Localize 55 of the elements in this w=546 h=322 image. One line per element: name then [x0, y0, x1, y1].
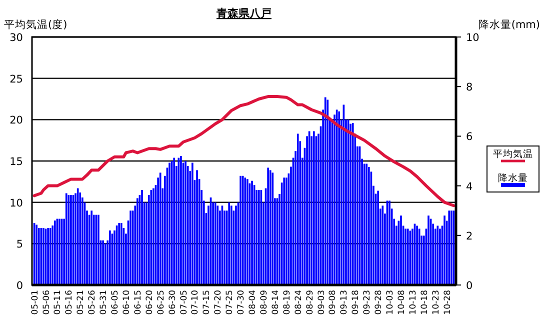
x-tick-label: 08-19 [282, 290, 292, 315]
x-tick-label: 05-16 [64, 290, 75, 315]
x-tick-label: 07-05 [179, 290, 190, 315]
x-tick-label: 05-31 [99, 290, 110, 315]
x-tick-label: 09-23 [362, 290, 373, 315]
x-tick-label: 09-13 [340, 290, 350, 315]
x-tick-label: 05-06 [42, 290, 52, 315]
x-tick-label: 07-30 [236, 290, 247, 315]
x-tick-label: 09-08 [328, 290, 338, 315]
x-tick-label: 08-14 [270, 290, 281, 315]
x-tick-label: 10-03 [386, 290, 396, 315]
x-tick-label: 08-04 [248, 290, 258, 315]
x-tick-label: 05-11 [53, 290, 64, 315]
x-tick-label: 07-25 [225, 290, 236, 315]
x-tick-label: 10-08 [396, 290, 407, 315]
y2-tick-label: 0 [466, 280, 473, 292]
y-tick-label: 15 [10, 156, 23, 168]
x-tick-label: 05-21 [76, 290, 86, 315]
y2-axis-title: 降水量(mm) [478, 18, 540, 31]
line-series [32, 95, 456, 208]
x-tick-label: 05-01 [30, 290, 40, 315]
x-tick-label: 09-03 [316, 290, 327, 315]
x-tick-label: 09-18 [351, 290, 362, 315]
x-tick-label: 06-30 [168, 290, 178, 315]
x-tick-label: 10-28 [442, 290, 453, 315]
x-tick-label: 08-24 [294, 290, 304, 315]
y-tick-label: 5 [16, 238, 23, 251]
x-tick-label: 09-28 [374, 290, 384, 315]
x-tick-label: 07-10 [190, 290, 201, 315]
y-tick-label: 25 [10, 73, 23, 86]
x-tick-label: 05-26 [88, 290, 98, 315]
x-tick-label: 07-15 [202, 290, 212, 315]
x-tick-label: 06-10 [122, 290, 132, 315]
x-tick-label: 06-15 [133, 290, 144, 315]
y2-tick-label: 4 [466, 180, 473, 193]
y-tick-label: 20 [10, 114, 23, 127]
y-tick-label: 10 [10, 197, 23, 210]
y-axis-title: 平均気温(度) [4, 18, 68, 31]
x-tick-label: 08-29 [305, 290, 316, 315]
x-tick-label: 10-23 [431, 290, 442, 315]
x-tick-label: 06-20 [144, 290, 155, 315]
y2-tick-label: 6 [466, 131, 473, 144]
x-tick-label: 10-18 [420, 290, 430, 315]
y2-tick-label: 10 [466, 32, 480, 44]
x-tick-label: 10-13 [408, 290, 418, 315]
chart-title: 青森県八戸 [216, 7, 272, 20]
legend: 平均気温 降水量 [486, 146, 540, 192]
x-tick-label: 06-05 [110, 290, 121, 315]
y2-tick-label: 8 [466, 82, 473, 94]
y-tick-label: 0 [16, 280, 23, 292]
x-tick-label: 07-20 [214, 290, 224, 315]
x-tick-label: 08-09 [259, 290, 270, 315]
y-tick-label: 30 [10, 32, 23, 44]
x-tick-label: 06-25 [156, 290, 166, 315]
y2-tick-label: 2 [466, 230, 473, 242]
